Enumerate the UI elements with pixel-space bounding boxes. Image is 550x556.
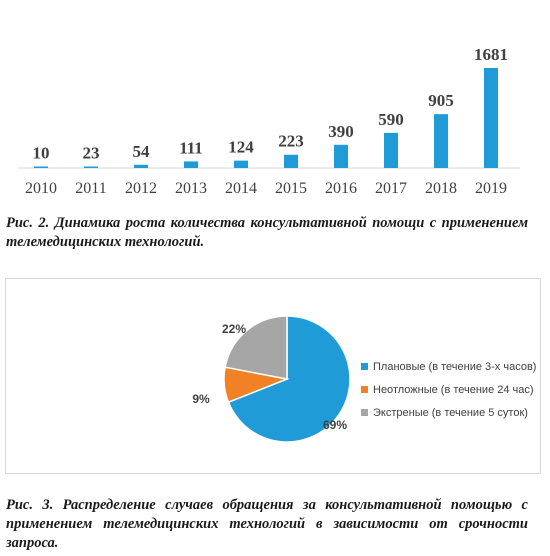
x-tick-label: 2017	[375, 180, 407, 197]
pie-slice-1	[227, 315, 351, 443]
legend-swatch	[361, 386, 368, 393]
bar-value-label: 54	[133, 142, 151, 161]
x-tick-label: 2016	[325, 180, 357, 197]
pie-value-label: 9%	[192, 392, 210, 406]
bar-value-label: 223	[278, 132, 304, 151]
bar-2013	[184, 161, 198, 168]
legend-item: Экстреные (в течение 5 суток)	[361, 401, 536, 424]
pie-value-label: 69%	[323, 418, 347, 432]
bar-value-label: 905	[428, 91, 454, 110]
x-tick-label: 2014	[225, 180, 257, 197]
pie-value-label: 22%	[222, 322, 246, 336]
x-tick-label: 2010	[25, 180, 57, 197]
bar-2016	[334, 144, 348, 168]
legend-label: Неотложные (в течение 24 час)	[373, 383, 534, 396]
bar-value-label: 590	[378, 110, 404, 129]
legend-item: Плановые (в течение 3-х часов)	[361, 355, 536, 378]
legend-label: Экстреные (в течение 5 суток)	[373, 406, 528, 419]
pie-chart-frame: 69% 9% 22% Плановые (в течение 3-х часов) Н…	[5, 278, 541, 474]
bar-2014	[234, 160, 248, 168]
bar-2012	[134, 164, 148, 168]
bar-value-label: 390	[328, 122, 354, 141]
x-tick-label: 2013	[175, 180, 207, 197]
bar-chart: 10 2010 23 2011 54 2012 111 2013 124 2014 223 2015 3…	[18, 45, 520, 197]
legend-swatch	[361, 363, 368, 370]
bar-2011	[84, 166, 98, 168]
pie-slice-3	[224, 315, 288, 380]
bar-2019	[484, 68, 498, 168]
x-tick-label: 2011	[75, 180, 106, 197]
bar-value-label: 1681	[474, 45, 508, 64]
x-tick-label: 2019	[475, 180, 507, 197]
x-tick-label: 2018	[425, 180, 457, 197]
legend-swatch	[361, 409, 368, 416]
bar-value-label: 10	[33, 144, 50, 163]
x-tick-label: 2012	[125, 180, 157, 197]
bar-value-label: 23	[83, 144, 100, 163]
bar-2018	[434, 114, 448, 168]
legend-label: Плановые (в течение 3-х часов)	[373, 360, 537, 373]
bar-value-label: 111	[179, 138, 203, 157]
bar-value-label: 124	[228, 138, 254, 157]
bar-2015	[284, 154, 298, 168]
bar-2017	[384, 132, 398, 168]
legend-item: Неотложные (в течение 24 час)	[361, 378, 536, 401]
x-tick-label: 2015	[275, 180, 307, 197]
figure-2-caption: Рис. 2. Динамика роста количества консул…	[6, 215, 528, 250]
pie-chart: 69% 9% 22%	[192, 315, 351, 443]
bar-2010	[34, 166, 48, 168]
pie-legend: Плановые (в течение 3-х часов) Неотложные…	[361, 355, 536, 424]
figure-3-caption: Рис. 3. Распределение случаев обращения …	[6, 497, 528, 551]
